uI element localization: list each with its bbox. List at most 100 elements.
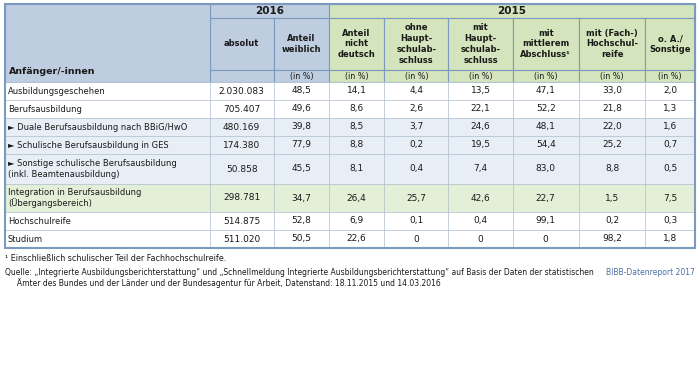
Bar <box>512 118 579 136</box>
Text: 22,7: 22,7 <box>536 193 556 202</box>
Text: Integration in Berufsausbildung
(Übergangsbereich): Integration in Berufsausbildung (Übergan… <box>8 188 141 208</box>
Bar <box>274 184 329 212</box>
Text: 0,2: 0,2 <box>410 140 424 149</box>
Text: 8,5: 8,5 <box>349 122 364 131</box>
Text: 2.030.083: 2.030.083 <box>218 87 265 96</box>
Bar <box>274 212 329 230</box>
Bar <box>5 212 209 230</box>
Bar <box>579 100 645 118</box>
Text: Quelle: „Integrierte Ausbildungsberichterstattung“ und „Schnellmeldung Integrier: Quelle: „Integrierte Ausbildungsberichte… <box>5 268 594 277</box>
Bar <box>384 136 449 154</box>
Text: Anfänger/-innen: Anfänger/-innen <box>9 67 95 76</box>
Text: 2015: 2015 <box>498 6 526 16</box>
Bar <box>209 100 274 118</box>
Bar <box>5 82 209 100</box>
Bar <box>449 118 512 136</box>
Bar <box>384 18 449 70</box>
Text: 42,6: 42,6 <box>470 193 491 202</box>
Bar <box>209 82 274 100</box>
Bar <box>579 154 645 184</box>
Text: ohne
Haupt-
schulab-
schluss: ohne Haupt- schulab- schluss <box>396 23 436 65</box>
Text: 8,6: 8,6 <box>349 105 364 113</box>
Bar <box>209 4 329 18</box>
Text: 52,2: 52,2 <box>536 105 556 113</box>
Bar <box>449 154 512 184</box>
Bar <box>329 230 384 248</box>
Bar <box>512 230 579 248</box>
Text: 48,1: 48,1 <box>536 122 556 131</box>
Text: 1,6: 1,6 <box>663 122 677 131</box>
Bar <box>512 154 579 184</box>
Text: ► Sonstige schulische Berufsausbildung
(inkl. Beamtenausbildung): ► Sonstige schulische Berufsausbildung (… <box>8 159 176 179</box>
Text: 39,8: 39,8 <box>291 122 312 131</box>
Text: 26,4: 26,4 <box>346 193 367 202</box>
Bar <box>274 100 329 118</box>
Bar <box>329 154 384 184</box>
Bar <box>512 82 579 100</box>
Text: 511.020: 511.020 <box>223 234 260 243</box>
Text: 13,5: 13,5 <box>470 87 491 96</box>
Bar <box>384 70 449 82</box>
Text: Ausbildungsgeschehen: Ausbildungsgeschehen <box>8 87 106 96</box>
Bar <box>449 82 512 100</box>
Text: 50.858: 50.858 <box>226 165 258 174</box>
Text: BIBB-Datenreport 2017: BIBB-Datenreport 2017 <box>606 268 695 277</box>
Bar <box>329 136 384 154</box>
Bar <box>209 154 274 184</box>
Text: 2016: 2016 <box>255 6 284 16</box>
Text: 0,2: 0,2 <box>605 216 619 225</box>
Text: 705.407: 705.407 <box>223 105 260 113</box>
Text: Anteil
nicht
deutsch: Anteil nicht deutsch <box>338 29 375 59</box>
Bar <box>579 212 645 230</box>
Bar <box>579 70 645 82</box>
Bar <box>579 184 645 212</box>
Text: 24,6: 24,6 <box>470 122 491 131</box>
Text: 0,5: 0,5 <box>663 165 677 174</box>
Text: 25,2: 25,2 <box>602 140 622 149</box>
Text: 50,5: 50,5 <box>291 234 312 243</box>
Bar <box>449 18 512 70</box>
Text: mit
Haupt-
schulab-
schluss: mit Haupt- schulab- schluss <box>461 23 500 65</box>
Bar <box>449 136 512 154</box>
Bar <box>274 118 329 136</box>
Bar <box>274 82 329 100</box>
Text: mit
mittlerem
Abschluss¹: mit mittlerem Abschluss¹ <box>520 29 571 59</box>
Text: Anteil
weiblich: Anteil weiblich <box>281 34 321 54</box>
Bar <box>645 184 695 212</box>
Text: 52,8: 52,8 <box>291 216 312 225</box>
Bar <box>274 154 329 184</box>
Bar <box>209 184 274 212</box>
Bar <box>512 100 579 118</box>
Bar <box>645 212 695 230</box>
Bar <box>645 100 695 118</box>
Text: 8,1: 8,1 <box>349 165 364 174</box>
Bar <box>274 70 329 82</box>
Text: 3,7: 3,7 <box>410 122 424 131</box>
Bar <box>329 70 384 82</box>
Bar <box>579 18 645 70</box>
Bar <box>449 184 512 212</box>
Text: ► Duale Berufsausbildung nach BBiG/HwO: ► Duale Berufsausbildung nach BBiG/HwO <box>8 122 188 131</box>
Text: 2,0: 2,0 <box>663 87 677 96</box>
Bar <box>512 18 579 70</box>
Bar <box>645 136 695 154</box>
Text: 21,8: 21,8 <box>602 105 622 113</box>
Text: 45,5: 45,5 <box>291 165 312 174</box>
Bar <box>579 230 645 248</box>
Bar <box>512 70 579 82</box>
Text: absolut: absolut <box>224 39 259 48</box>
Text: 514.875: 514.875 <box>223 216 260 225</box>
Text: 22,0: 22,0 <box>602 122 622 131</box>
Bar <box>5 4 209 82</box>
Text: 19,5: 19,5 <box>470 140 491 149</box>
Text: o. A./
Sonstige: o. A./ Sonstige <box>650 34 691 54</box>
Text: (in %): (in %) <box>601 71 624 80</box>
Bar <box>512 136 579 154</box>
Text: 0: 0 <box>414 234 419 243</box>
Bar <box>645 230 695 248</box>
Bar <box>329 212 384 230</box>
Text: 0: 0 <box>477 234 484 243</box>
Text: Ämter des Bundes und der Länder und der Bundesagentur für Arbeit, Datenstand: 18: Ämter des Bundes und der Länder und der … <box>5 278 441 288</box>
Bar <box>449 70 512 82</box>
Bar <box>209 70 274 82</box>
